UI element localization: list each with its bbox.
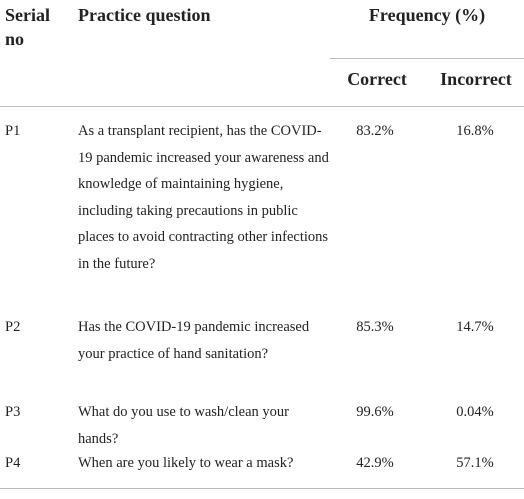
correct-cell: 85.3% [356, 319, 394, 335]
question-cell: As a transplant recipient, has the COVID… [78, 123, 329, 272]
question-cell: Has the COVID-19 pandemic increased your… [78, 319, 310, 362]
serial-cell: P2 [5, 319, 21, 335]
correct-cell: 42.9% [356, 455, 394, 471]
rule [0, 106, 524, 107]
header-correct: Correct [347, 69, 407, 89]
incorrect-cell: 16.8% [456, 123, 494, 139]
correct-cell: 99.6% [356, 404, 394, 420]
question-cell: When are you likely to wear a mask? [78, 455, 294, 471]
serial-cell: P3 [5, 404, 21, 420]
header-incorrect: Incorrect [440, 69, 512, 89]
incorrect-cell: 14.7% [456, 319, 494, 335]
question-cell: What do you use to wash/clean your hands… [78, 404, 290, 447]
incorrect-cell: 0.04% [456, 404, 494, 420]
serial-cell: P4 [5, 455, 21, 471]
header-question: Practice question [78, 5, 211, 25]
rule [0, 488, 524, 489]
incorrect-cell: 57.1% [456, 455, 494, 471]
rule [330, 58, 524, 59]
correct-cell: 83.2% [356, 123, 394, 139]
header-frequency: Frequency (%) [368, 5, 486, 25]
header-serial: Serial no [5, 5, 50, 49]
serial-cell: P1 [5, 123, 21, 139]
